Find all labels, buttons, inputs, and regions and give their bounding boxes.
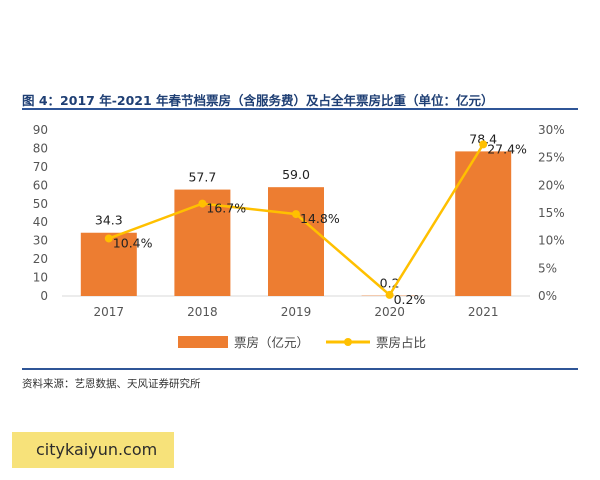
left-tick-label: 40 bbox=[33, 215, 48, 229]
bar-value-label: 78.4 bbox=[469, 131, 497, 146]
line-value-label: 0.2% bbox=[394, 292, 426, 307]
line-point bbox=[198, 199, 207, 208]
right-tick-label: 15% bbox=[538, 206, 565, 220]
left-tick-label: 70 bbox=[33, 160, 48, 174]
line-value-label: 14.8% bbox=[300, 211, 340, 226]
left-axis: 0 10 20 30 40 50 60 70 80 90 bbox=[33, 123, 48, 303]
right-tick-label: 10% bbox=[538, 234, 565, 248]
legend-bar-label: 票房（亿元） bbox=[234, 335, 309, 350]
left-tick-label: 0 bbox=[40, 289, 48, 303]
x-tick-label: 2019 bbox=[281, 305, 312, 319]
bar-value-label: 59.0 bbox=[282, 167, 310, 182]
watermark-text: citykaiyun.com bbox=[36, 440, 158, 459]
line-value-label: 16.7% bbox=[206, 201, 246, 216]
bar bbox=[268, 187, 324, 296]
right-tick-label: 30% bbox=[538, 123, 565, 137]
line-point bbox=[479, 140, 488, 149]
line-point bbox=[385, 290, 394, 299]
left-tick-label: 20 bbox=[33, 252, 48, 266]
chart-legend: 票房（亿元） 票房占比 bbox=[178, 335, 426, 350]
legend-line-label: 票房占比 bbox=[376, 335, 426, 350]
line-value-label: 27.4% bbox=[487, 141, 527, 156]
watermark-banner: citykaiyun.com bbox=[12, 432, 174, 468]
x-axis: 2017 2018 2019 2020 2021 bbox=[94, 305, 499, 319]
left-tick-label: 90 bbox=[33, 123, 48, 137]
bar bbox=[80, 232, 137, 296]
x-tick-label: 2017 bbox=[94, 305, 125, 319]
left-tick-label: 50 bbox=[33, 197, 48, 211]
line-point bbox=[104, 234, 113, 243]
footer-divider bbox=[22, 368, 578, 370]
bar bbox=[455, 151, 512, 296]
line-series: 10.4% 16.7% 14.8% 0.2% 27.4% bbox=[104, 140, 527, 307]
title-divider bbox=[22, 108, 578, 110]
left-tick-label: 10 bbox=[33, 271, 48, 285]
line-value-label: 10.4% bbox=[113, 235, 153, 250]
left-tick-label: 80 bbox=[33, 141, 48, 155]
legend-line-marker bbox=[344, 338, 352, 346]
right-tick-label: 0% bbox=[538, 289, 557, 303]
x-tick-label: 2020 bbox=[374, 305, 405, 319]
source-note: 资料来源：艺恩数据、天风证券研究所 bbox=[22, 378, 201, 390]
x-tick-label: 2021 bbox=[468, 305, 499, 319]
bar-value-label: 34.3 bbox=[95, 213, 123, 228]
right-tick-label: 20% bbox=[538, 178, 565, 192]
right-tick-label: 5% bbox=[538, 261, 557, 275]
figure-title: 图 4：2017 年-2021 年春节档票房（含服务费）及占全年票房比重（单位：… bbox=[22, 93, 494, 108]
x-tick-label: 2018 bbox=[187, 305, 218, 319]
legend-bar-swatch bbox=[178, 336, 228, 348]
bar-value-label: 57.7 bbox=[188, 170, 216, 185]
left-tick-label: 60 bbox=[33, 178, 48, 192]
line-point bbox=[292, 210, 300, 219]
left-tick-label: 30 bbox=[33, 234, 48, 248]
right-axis: 0% 5% 10% 15% 20% 25% 30% bbox=[538, 123, 565, 303]
right-tick-label: 25% bbox=[538, 151, 565, 165]
